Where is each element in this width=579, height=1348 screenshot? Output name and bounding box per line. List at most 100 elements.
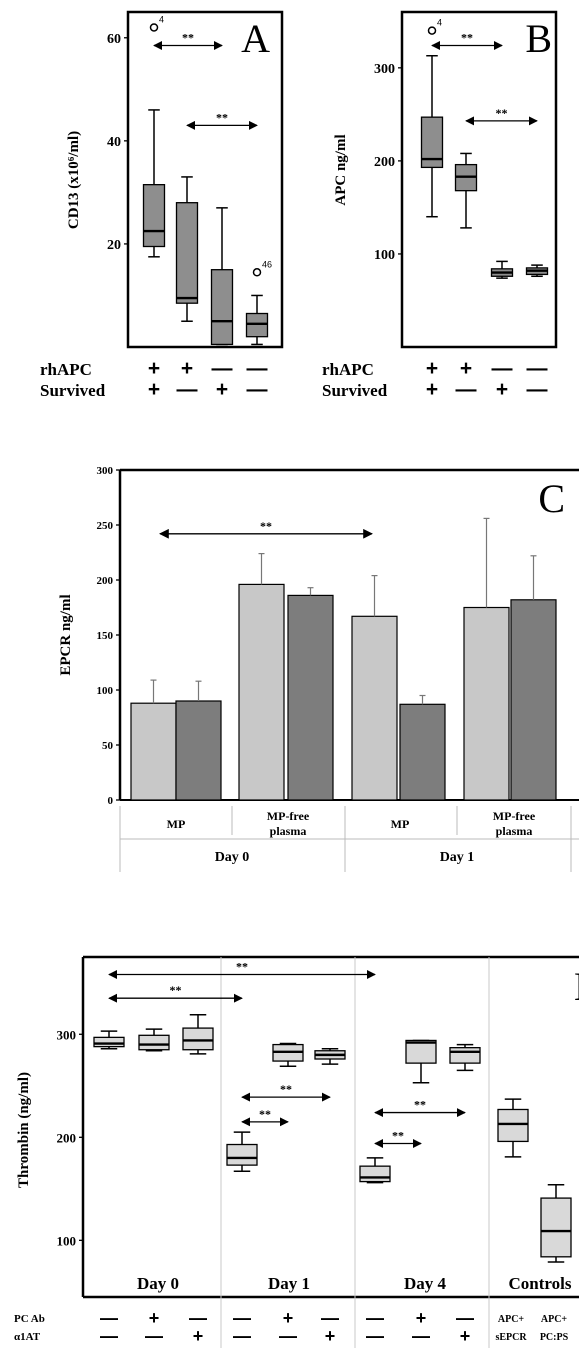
condition-sign: + bbox=[416, 1308, 427, 1328]
condition-sign: — bbox=[233, 1326, 251, 1346]
condition-sign: — bbox=[145, 1326, 163, 1346]
y-axis-label: CD13 (x10⁶/ml) bbox=[66, 131, 82, 229]
box-iqr bbox=[405, 1039, 437, 1064]
y-tick-label: 100 bbox=[97, 685, 114, 697]
box-iqr bbox=[420, 116, 444, 169]
category-label: MP-free plasma bbox=[493, 809, 536, 838]
condition-sign: — bbox=[456, 1308, 474, 1328]
outlier-label: 4 bbox=[159, 14, 164, 24]
y-tick-label: 100 bbox=[374, 248, 395, 263]
box-iqr bbox=[226, 1143, 258, 1166]
significance-label: ** bbox=[260, 519, 272, 533]
category-label: MP bbox=[167, 817, 186, 831]
significance-label: ** bbox=[182, 31, 194, 45]
y-tick-label: 200 bbox=[57, 1130, 77, 1145]
bar bbox=[463, 606, 510, 801]
y-tick-label: 200 bbox=[97, 575, 114, 587]
bar bbox=[399, 703, 446, 801]
condition-sign: — bbox=[527, 357, 548, 380]
significance-label: ** bbox=[496, 106, 508, 120]
group-label: Controls bbox=[509, 1274, 572, 1293]
category-label: MP-free plasma bbox=[267, 809, 310, 838]
category-label-line: MP-free bbox=[267, 809, 310, 823]
significance-label: ** bbox=[259, 1107, 271, 1121]
control-condition-label: APC+ bbox=[498, 1314, 525, 1325]
condition-sign: + bbox=[148, 357, 160, 380]
significance-label: ** bbox=[280, 1082, 292, 1096]
significance-label: ** bbox=[216, 110, 228, 124]
condition-sign: — bbox=[412, 1326, 430, 1346]
bar bbox=[130, 702, 177, 801]
condition-row-label: PC Ab bbox=[14, 1313, 45, 1325]
panel-label: D bbox=[574, 964, 579, 1009]
plot-frame bbox=[126, 10, 284, 349]
group-label: Day 0 bbox=[215, 850, 250, 865]
panel-label: B bbox=[525, 16, 552, 61]
control-condition-label: APC+ bbox=[541, 1314, 568, 1325]
y-tick-label: 250 bbox=[97, 520, 114, 532]
condition-sign: — bbox=[212, 357, 233, 380]
condition-row-label: rhAPC bbox=[40, 360, 92, 379]
panel-label: A bbox=[241, 16, 270, 61]
group-label: Day 0 bbox=[137, 1274, 179, 1293]
significance-label: ** bbox=[461, 31, 473, 45]
group-label: Day 1 bbox=[440, 850, 475, 865]
box-iqr bbox=[540, 1197, 572, 1258]
y-tick-label: 200 bbox=[374, 155, 395, 170]
bar bbox=[175, 700, 222, 801]
category-label-line: MP-free bbox=[493, 809, 536, 823]
condition-sign: + bbox=[325, 1326, 336, 1346]
box-iqr bbox=[182, 1027, 214, 1051]
condition-sign: + bbox=[148, 378, 160, 401]
box-iqr bbox=[245, 312, 269, 338]
box-iqr bbox=[175, 202, 199, 304]
bar bbox=[510, 599, 557, 801]
category-label-line: plasma bbox=[270, 824, 307, 838]
condition-sign: — bbox=[177, 378, 198, 401]
y-tick-label: 0 bbox=[108, 795, 114, 807]
condition-sign: — bbox=[366, 1326, 384, 1346]
condition-sign: + bbox=[193, 1326, 204, 1346]
bar bbox=[287, 594, 334, 801]
condition-row-label: α1AT bbox=[14, 1331, 41, 1343]
condition-sign: — bbox=[366, 1308, 384, 1328]
y-tick-label: 300 bbox=[374, 62, 395, 77]
outlier-point bbox=[149, 23, 159, 32]
panel-label: C bbox=[538, 476, 565, 521]
y-tick-label: 100 bbox=[57, 1233, 77, 1248]
condition-sign: — bbox=[189, 1308, 207, 1328]
box-iqr bbox=[210, 269, 234, 346]
group-label: Day 4 bbox=[404, 1274, 447, 1293]
condition-sign: — bbox=[100, 1308, 118, 1328]
y-tick-label: 50 bbox=[102, 740, 114, 752]
box-iqr bbox=[497, 1108, 529, 1143]
condition-row-label: rhAPC bbox=[322, 360, 374, 379]
category-label: MP bbox=[391, 817, 410, 831]
significance-label: ** bbox=[392, 1128, 404, 1142]
significance-label: ** bbox=[170, 983, 182, 997]
control-condition-label: sEPCR bbox=[495, 1332, 527, 1343]
box-iqr bbox=[93, 1036, 125, 1048]
condition-sign: — bbox=[233, 1308, 251, 1328]
outlier-label: 46 bbox=[262, 259, 272, 269]
bar bbox=[351, 615, 398, 801]
outlier-label: 4 bbox=[437, 18, 442, 28]
significance-label: ** bbox=[236, 960, 248, 974]
condition-sign: — bbox=[279, 1326, 297, 1346]
condition-sign: + bbox=[460, 1326, 471, 1346]
condition-sign: + bbox=[181, 357, 193, 380]
y-tick-label: 40 bbox=[107, 135, 121, 150]
condition-sign: — bbox=[100, 1326, 118, 1346]
significance-label: ** bbox=[414, 1098, 426, 1112]
box-iqr bbox=[359, 1165, 391, 1183]
condition-sign: — bbox=[247, 357, 268, 380]
box-iqr bbox=[138, 1034, 170, 1051]
y-tick-label: 20 bbox=[107, 238, 121, 253]
condition-sign: + bbox=[216, 378, 228, 401]
bar bbox=[238, 583, 285, 801]
y-axis-label: Thrombin (ng/ml) bbox=[16, 1072, 32, 1188]
condition-sign: + bbox=[149, 1308, 160, 1328]
condition-row-label: Survived bbox=[322, 381, 388, 400]
condition-sign: + bbox=[283, 1308, 294, 1328]
y-tick-label: 150 bbox=[97, 630, 114, 642]
